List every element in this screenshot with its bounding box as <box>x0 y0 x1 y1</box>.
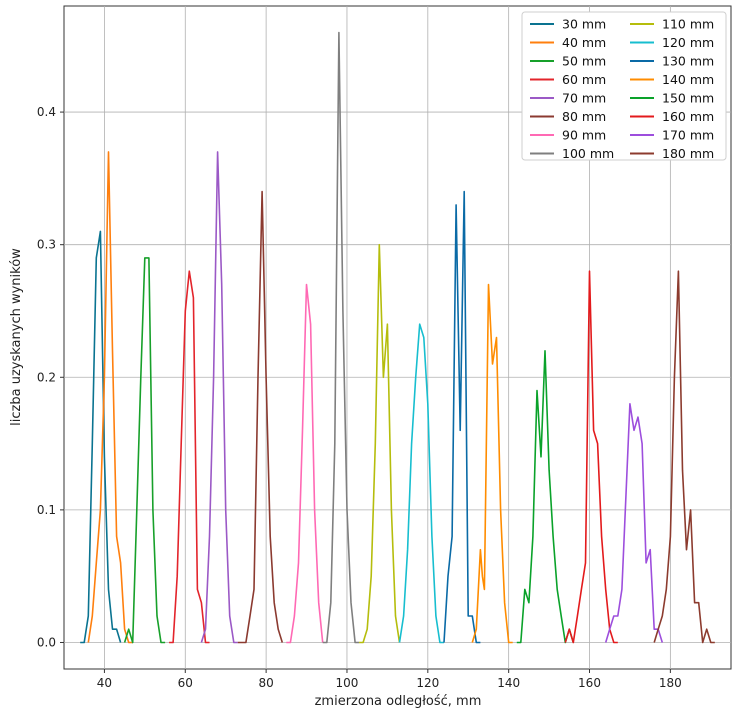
x-axis-label: zmierzona odległość, mm <box>315 694 482 709</box>
legend-entry: 180 mm <box>630 146 714 161</box>
ticks: 40 60 80 100 120 140 160 180 0.0 0.1 0.2 0.3 0.4 <box>37 105 682 690</box>
legend-label: 150 mm <box>662 91 714 106</box>
series-line-40-mm <box>87 151 133 644</box>
legend-entry: 160 mm <box>630 109 714 124</box>
series-line-170-mm <box>604 402 664 643</box>
x-tick-label: 140 <box>497 676 520 690</box>
legend-label: 30 mm <box>562 17 606 32</box>
legend-label: 70 mm <box>562 91 606 106</box>
series-line-130-mm <box>443 190 481 644</box>
legend-label: 180 mm <box>662 146 714 161</box>
legend-entry: 130 mm <box>630 54 714 69</box>
legend-entry: 40 mm <box>530 35 606 50</box>
legend-label: 130 mm <box>662 54 714 69</box>
legend-box <box>521 11 727 161</box>
legend-label: 60 mm <box>562 72 606 87</box>
series-line-160-mm <box>564 270 618 644</box>
x-tick-label: 100 <box>336 676 359 690</box>
legend-entry: 60 mm <box>530 72 606 87</box>
legend-label: 140 mm <box>662 72 714 87</box>
y-tick-label: 0.4 <box>37 105 56 119</box>
legend: 30 mm 40 mm 50 mm 60 mm 70 mm 80 mm 90 mm 100 m… <box>521 11 727 161</box>
legend-label: 110 mm <box>662 17 714 32</box>
series-line-180-mm <box>653 270 715 644</box>
series-line-100-mm <box>322 31 360 644</box>
legend-entry: 30 mm <box>530 17 606 32</box>
series-line-30-mm <box>80 230 122 644</box>
legend-entry: 80 mm <box>530 109 606 124</box>
x-tick-label: 180 <box>659 676 682 690</box>
series-line-90-mm <box>286 283 324 644</box>
x-tick-label: 40 <box>97 676 112 690</box>
series-layer <box>80 31 715 644</box>
legend-entry: 70 mm <box>530 91 606 106</box>
x-tick-label: 160 <box>578 676 601 690</box>
series-line-120-mm <box>398 323 444 644</box>
y-tick-label: 0.0 <box>37 635 56 649</box>
legend-label: 120 mm <box>662 35 714 50</box>
legend-label: 100 mm <box>562 146 614 161</box>
y-tick-label: 0.2 <box>37 370 56 384</box>
legend-label: 80 mm <box>562 109 606 124</box>
legend-entry: 110 mm <box>630 17 714 32</box>
series-line-150-mm <box>516 349 575 644</box>
series-line-70-mm <box>200 151 238 644</box>
y-tick-label: 0.1 <box>37 503 56 517</box>
series-line-110-mm <box>359 243 401 644</box>
series-line-80-mm <box>237 190 284 644</box>
series-line-50-mm <box>123 257 166 644</box>
legend-label: 170 mm <box>662 128 714 143</box>
legend-entry: 100 mm <box>530 146 614 161</box>
grid <box>64 6 731 669</box>
legend-label: 90 mm <box>562 128 606 143</box>
legend-entry: 120 mm <box>630 35 714 50</box>
y-axis-label: liczba uzyskanych wyników <box>9 248 24 426</box>
series-line-140-mm <box>471 283 513 644</box>
y-tick-label: 0.3 <box>37 238 56 252</box>
x-tick-label: 60 <box>178 676 193 690</box>
legend-entry: 140 mm <box>630 72 714 87</box>
legend-label: 160 mm <box>662 109 714 124</box>
x-tick-label: 120 <box>416 676 439 690</box>
legend-label: 40 mm <box>562 35 606 50</box>
legend-label: 50 mm <box>562 54 606 69</box>
legend-entry: 50 mm <box>530 54 606 69</box>
x-tick-label: 80 <box>258 676 273 690</box>
legend-entry: 170 mm <box>630 128 714 143</box>
legend-entry: 90 mm <box>530 128 606 143</box>
legend-entry: 150 mm <box>630 91 714 106</box>
series-line-60-mm <box>169 270 210 644</box>
